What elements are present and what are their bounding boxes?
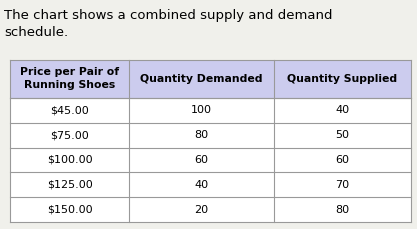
Text: Price per Pair of
Running Shoes: Price per Pair of Running Shoes [20,68,119,90]
Text: $45.00: $45.00 [50,105,89,115]
Text: $75.00: $75.00 [50,130,89,140]
Text: $100.00: $100.00 [47,155,92,165]
Text: The chart shows a combined supply and demand
schedule.: The chart shows a combined supply and de… [4,9,333,39]
Text: $150.00: $150.00 [47,205,92,215]
Text: 80: 80 [194,130,208,140]
Text: 70: 70 [335,180,349,190]
Text: 50: 50 [335,130,349,140]
Text: 40: 40 [194,180,208,190]
Text: 40: 40 [335,105,349,115]
Text: 60: 60 [335,155,349,165]
Text: 20: 20 [194,205,208,215]
Text: 100: 100 [191,105,212,115]
Text: 60: 60 [194,155,208,165]
Text: Quantity Demanded: Quantity Demanded [140,74,262,84]
Text: $125.00: $125.00 [47,180,93,190]
Text: Quantity Supplied: Quantity Supplied [287,74,397,84]
Text: 80: 80 [335,205,349,215]
